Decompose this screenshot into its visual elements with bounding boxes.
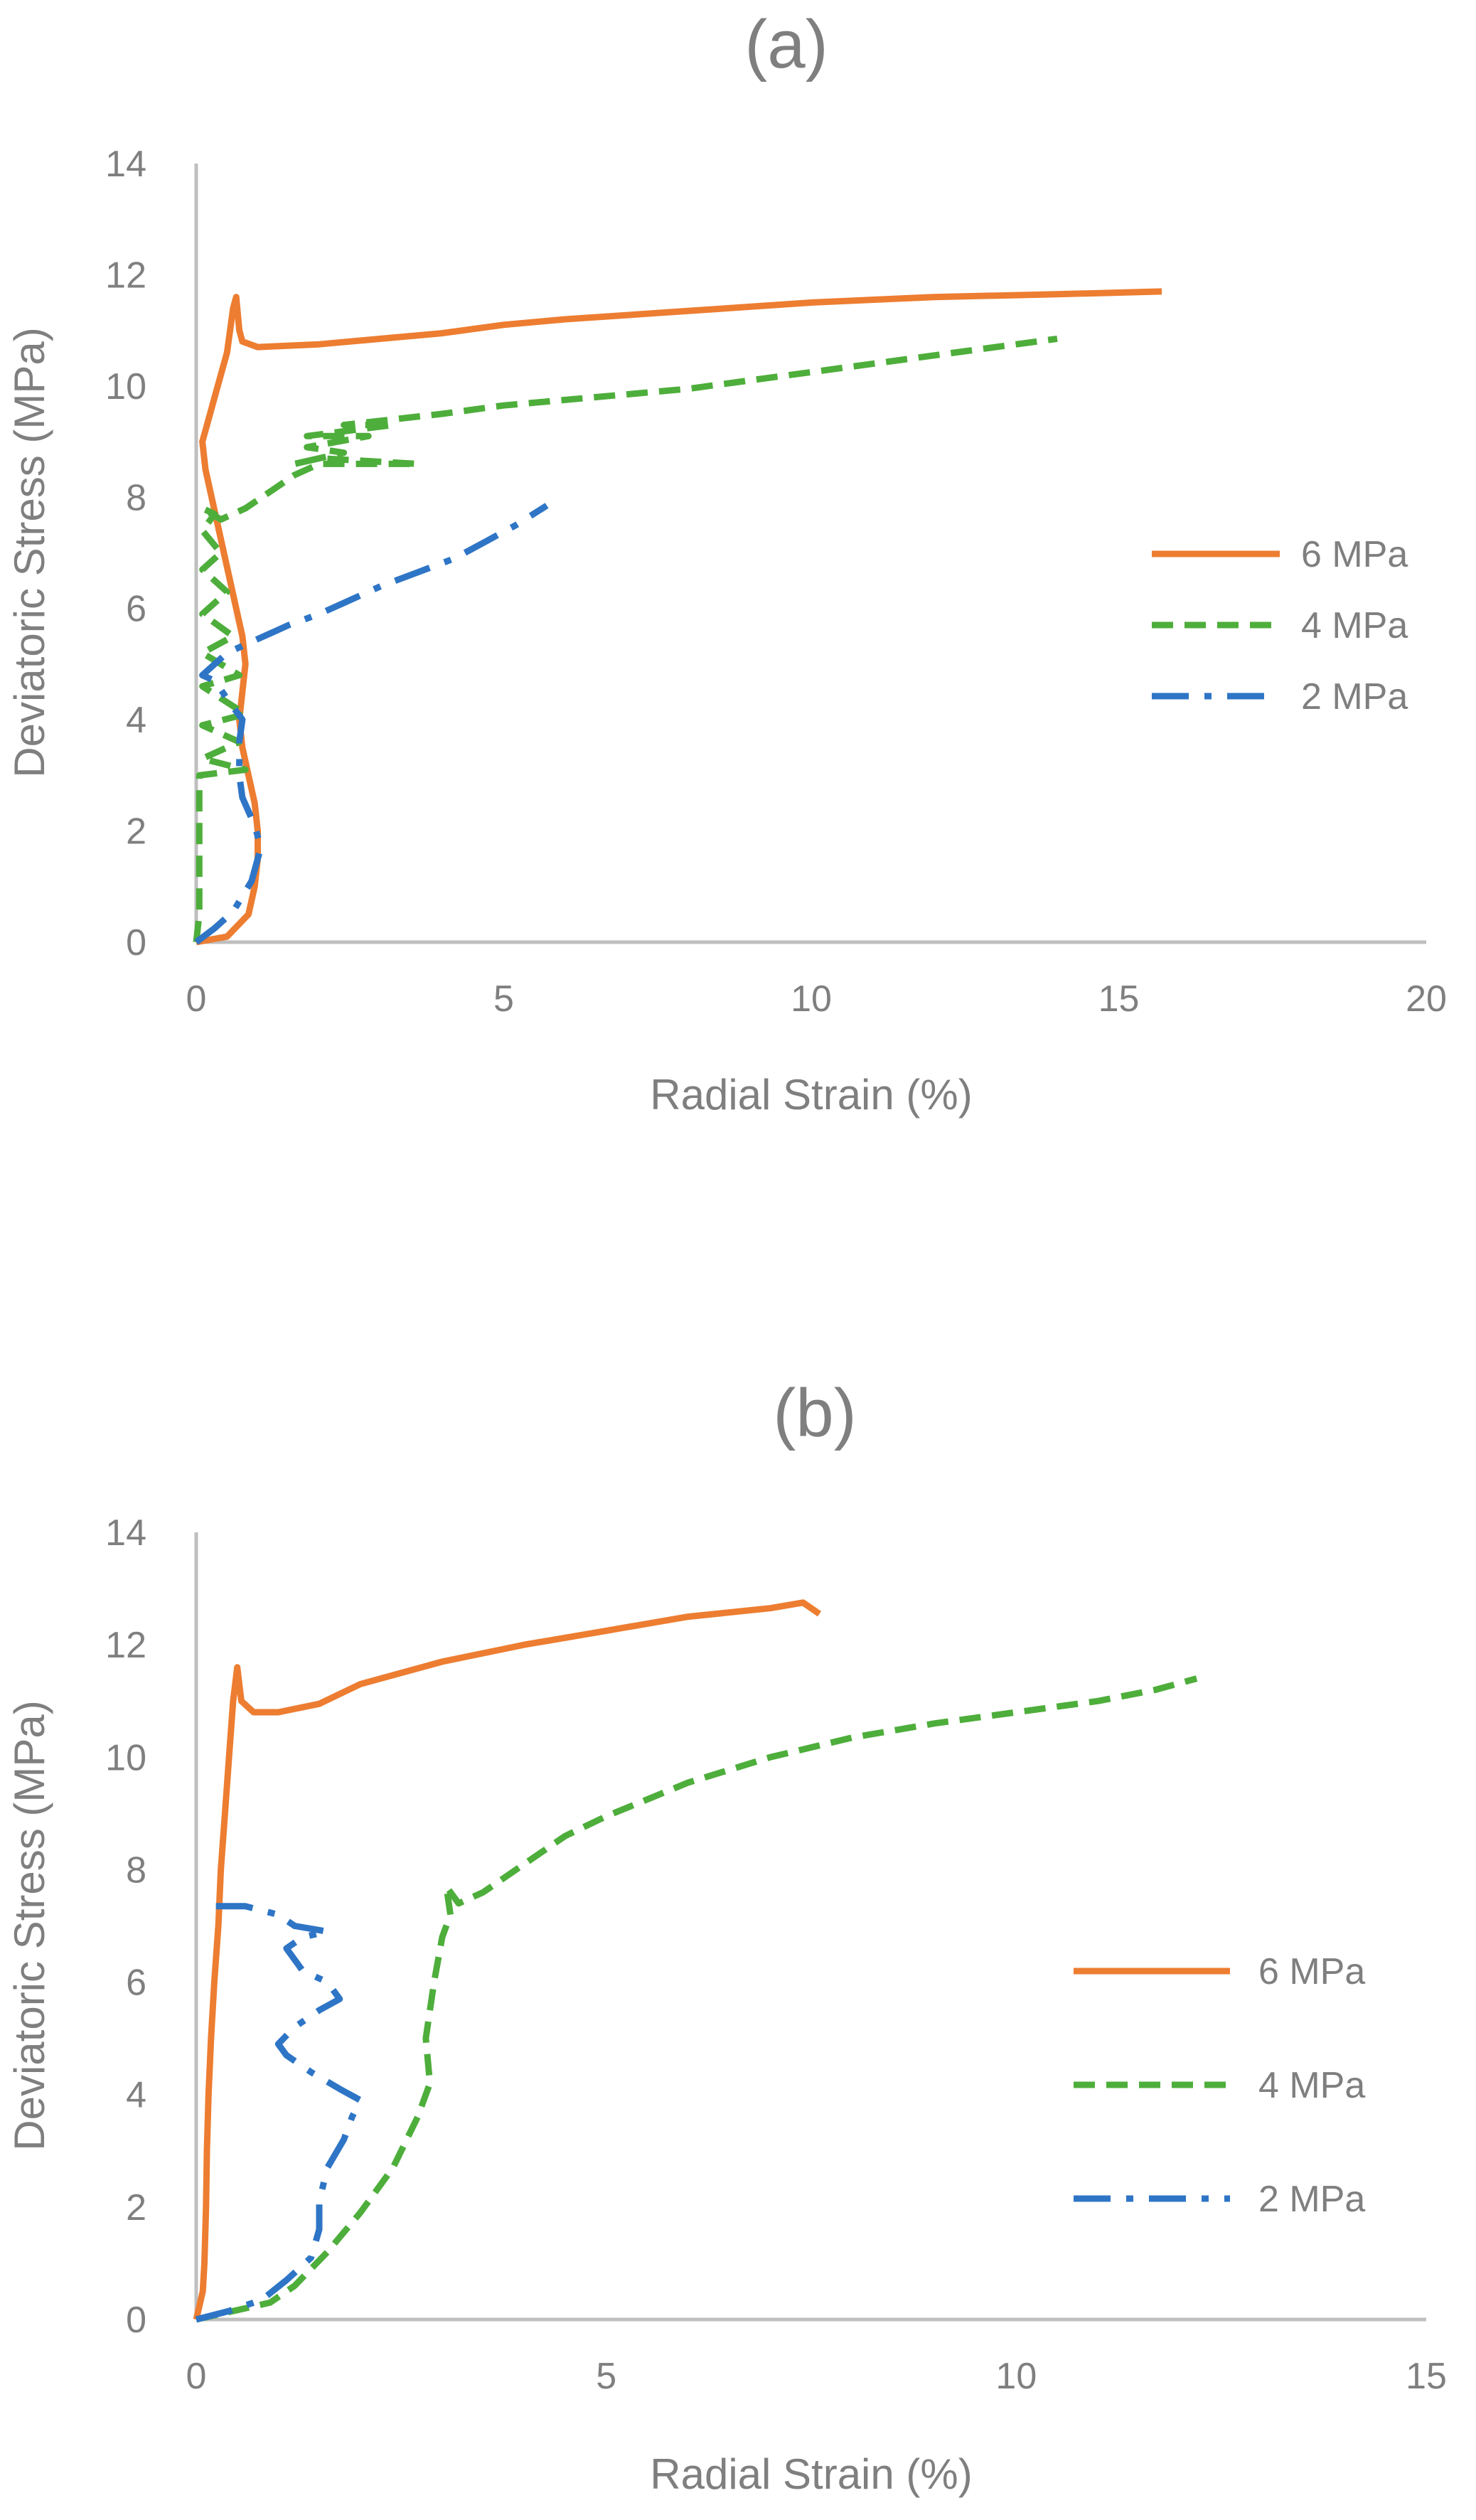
- x-tick-label: 10: [995, 2356, 1037, 2397]
- x-tick-label: 20: [1406, 978, 1447, 1020]
- x-axis-label: Radial Strain (%): [650, 1071, 973, 1118]
- legend-label: 4 MPa: [1301, 605, 1408, 646]
- y-tick-label: 0: [126, 2300, 146, 2341]
- series-line-6-mpa: [193, 1599, 822, 2321]
- y-tick-label: 14: [105, 144, 146, 185]
- series-line-2-mpa: [194, 503, 549, 945]
- series-line-4-mpa: [193, 335, 1058, 943]
- y-tick-label: 8: [126, 1849, 146, 1891]
- y-tick-label: 10: [105, 366, 146, 407]
- y-axis-label: Deviatoric Stress (MPa): [6, 327, 53, 777]
- series-line-2-mpa: [195, 1903, 364, 2323]
- x-tick-label: 15: [1406, 2356, 1447, 2397]
- chart-title: (a): [744, 6, 828, 82]
- chart-title: (b): [773, 1375, 856, 1451]
- x-tick-label: 10: [791, 978, 832, 1020]
- y-tick-label: 2: [126, 2187, 146, 2228]
- y-tick-label: 6: [126, 1963, 146, 2004]
- x-tick-label: 15: [1098, 978, 1140, 1020]
- y-tick-label: 4: [126, 2075, 146, 2116]
- series-line-4-mpa: [195, 1675, 1198, 2323]
- legend-label: 6 MPa: [1301, 534, 1408, 575]
- x-axis-label: Radial Strain (%): [650, 2450, 973, 2498]
- y-tick-label: 6: [126, 589, 146, 630]
- legend-label: 2 MPa: [1301, 676, 1408, 717]
- y-tick-label: 8: [126, 477, 146, 518]
- x-tick-label: 0: [186, 978, 207, 1020]
- series-line-6-mpa: [196, 288, 1162, 946]
- x-tick-label: 5: [596, 2356, 616, 2397]
- y-tick-label: 2: [126, 811, 146, 853]
- legend-label: 2 MPa: [1258, 2179, 1365, 2220]
- y-tick-label: 4: [126, 700, 146, 741]
- x-tick-label: 0: [186, 2356, 207, 2397]
- y-tick-label: 0: [126, 922, 146, 963]
- y-tick-label: 10: [105, 1737, 146, 1778]
- y-tick-label: 12: [105, 1625, 146, 1666]
- legend-label: 6 MPa: [1258, 1951, 1365, 1992]
- y-axis-label: Deviatoric Stress (MPa): [6, 1700, 53, 2150]
- x-tick-label: 5: [493, 978, 514, 1020]
- y-tick-label: 12: [105, 255, 146, 296]
- y-tick-label: 14: [105, 1512, 146, 1554]
- legend-label: 4 MPa: [1258, 2065, 1365, 2106]
- panel-a: (a) 0 2 4 6 8 10 12 14 0 5 10 15 20 Radial Strain (%) D…: [6, 6, 1447, 1118]
- panel-b: (b) 0 2 4 6 8 10 12 14 0 5 10 15 Radial Strain (%) Dev…: [6, 1375, 1447, 2498]
